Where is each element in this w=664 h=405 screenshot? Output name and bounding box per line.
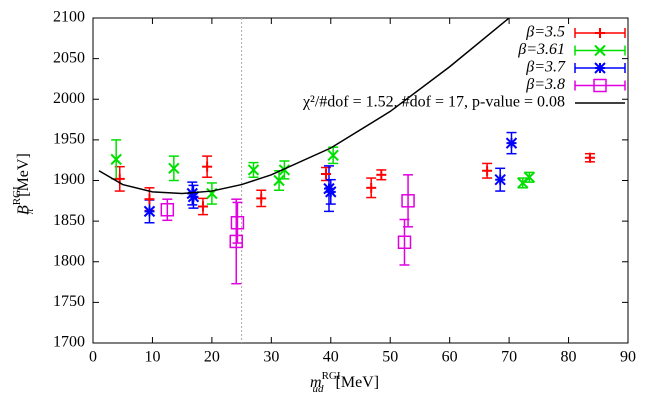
y-tick-label: 1800	[53, 252, 85, 269]
data-point	[327, 149, 339, 162]
plot-area	[111, 131, 595, 285]
marker-stroke	[494, 173, 506, 186]
x-tick-label: 80	[561, 349, 577, 366]
data-point	[594, 62, 606, 74]
x-tick-label: 0	[89, 349, 97, 366]
y-tick-label: 2050	[53, 49, 85, 66]
marker-stroke	[187, 191, 200, 203]
data-point	[505, 137, 518, 149]
marker-stroke	[323, 182, 335, 195]
legend-label: β=3.7	[525, 59, 566, 76]
ylabel-base: B	[15, 205, 32, 215]
data-point	[594, 44, 606, 57]
ylabel-sup: RGI	[11, 186, 23, 205]
y-tick-label: 1700	[53, 334, 85, 351]
fit-line	[98, 18, 510, 195]
x-tick-label: 60	[442, 349, 458, 366]
data-point	[110, 153, 122, 166]
marker-stroke	[110, 153, 122, 166]
marker-square	[401, 194, 415, 208]
data-point	[144, 194, 155, 205]
data-point	[229, 234, 244, 249]
x-tick-label: 50	[382, 349, 398, 366]
marker-square	[160, 203, 175, 217]
error-bar	[231, 198, 242, 285]
error-bar	[403, 174, 414, 228]
data-point	[584, 152, 595, 163]
data-point	[523, 171, 536, 183]
error-bar	[232, 201, 243, 244]
data-point	[230, 216, 245, 230]
ylabel: BRGIπ [MeV]	[11, 153, 36, 215]
x-tick-label: 90	[620, 349, 636, 366]
data-point	[325, 186, 337, 198]
marker-square	[229, 234, 244, 249]
x-tick-label: 20	[204, 349, 220, 366]
marker-stroke	[594, 62, 606, 74]
marker-stroke	[247, 164, 260, 176]
data-point	[256, 193, 267, 204]
data-point	[494, 173, 506, 186]
data-point	[273, 174, 285, 187]
xlabel: mRGI ud [MeV]	[310, 370, 379, 395]
y-tick-label: 1900	[53, 171, 85, 188]
data-point	[376, 169, 387, 180]
marker-stroke	[143, 205, 156, 218]
x-tick-label: 40	[323, 349, 339, 366]
xlabel-sup: RGI	[322, 370, 341, 382]
ylabel-unit: [MeV]	[15, 153, 32, 197]
xlabel-sub: ud	[313, 383, 325, 395]
marker-square	[397, 235, 412, 249]
x-tick-label: 10	[144, 349, 160, 366]
data-point	[197, 201, 208, 212]
marker-stroke	[327, 149, 339, 162]
marker-stroke	[523, 171, 536, 183]
xlabel-base: m	[310, 374, 322, 391]
data-point	[202, 161, 213, 172]
data-point	[401, 194, 415, 208]
y-tick-label: 2100	[53, 9, 85, 26]
marker-stroke	[273, 174, 285, 187]
marker-stroke	[505, 137, 518, 149]
legend-label: β=3.8	[525, 76, 565, 93]
legend-label: β=3.5	[525, 24, 565, 41]
marker-stroke	[168, 162, 180, 175]
data-point	[143, 205, 156, 218]
y-tick-label: 1950	[53, 131, 85, 148]
error-bar	[162, 198, 173, 222]
data-point	[168, 162, 180, 175]
data-point	[397, 235, 412, 249]
y-tick-label: 1850	[53, 212, 85, 229]
y-tick-label: 2000	[53, 90, 85, 107]
legend-label: β=3.61	[517, 41, 565, 58]
marker-stroke	[325, 186, 337, 198]
data-point	[160, 203, 175, 217]
data-point	[366, 182, 377, 193]
data-point	[247, 164, 260, 176]
data-point	[482, 165, 493, 176]
y-tick-label: 1750	[53, 293, 85, 310]
data-point	[595, 28, 605, 38]
x-tick-label: 70	[501, 349, 517, 366]
xlabel-unit: [MeV]	[336, 374, 380, 391]
data-point	[321, 169, 332, 179]
marker-square	[230, 216, 245, 230]
marker-square	[593, 78, 607, 93]
data-point	[593, 78, 607, 93]
marker-stroke	[594, 44, 606, 57]
ylabel-sub: π	[24, 208, 36, 214]
legend-label: χ²/#dof = 1.52, #dof = 17, p-value = 0.0…	[302, 94, 565, 111]
x-tick-label: 30	[263, 349, 279, 366]
